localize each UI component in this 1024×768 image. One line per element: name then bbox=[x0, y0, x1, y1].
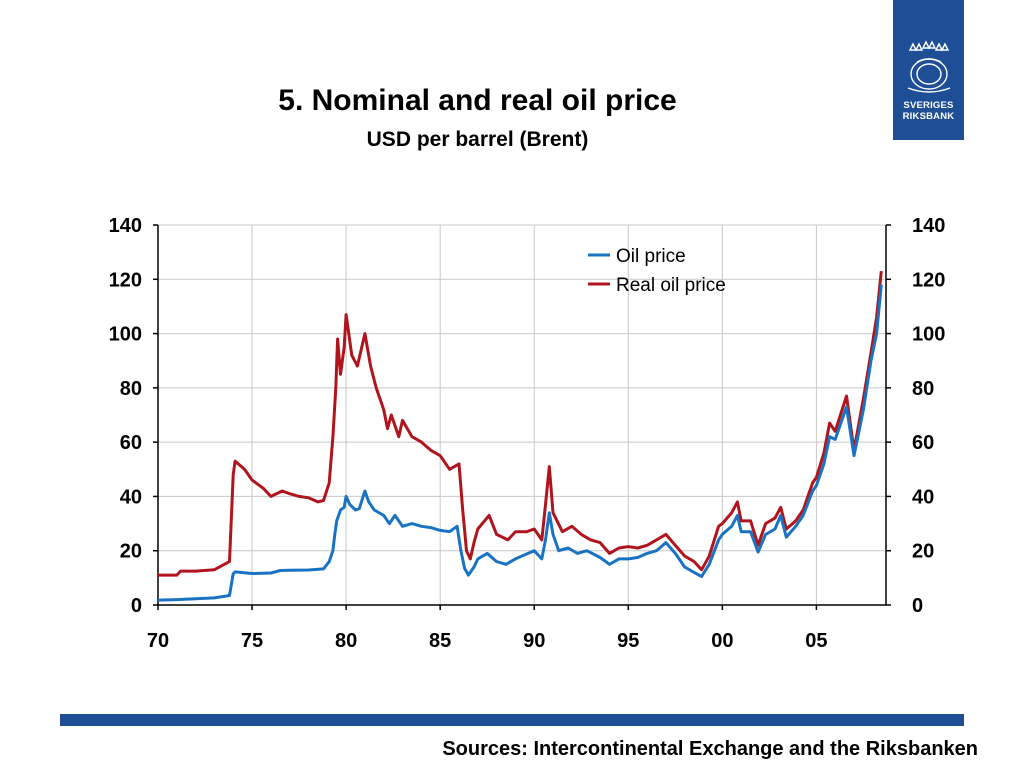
x-tick-label: 95 bbox=[617, 630, 639, 652]
y-tick-label-left: 20 bbox=[120, 541, 142, 563]
chart-subtitle: USD per barrel (Brent) bbox=[366, 128, 589, 151]
plot-frame bbox=[157, 224, 887, 606]
y-tick-label-left: 80 bbox=[120, 378, 142, 400]
y-tick-label-right: 140 bbox=[912, 215, 945, 237]
x-tick-label: 75 bbox=[241, 630, 263, 652]
y-tick-label-right: 40 bbox=[912, 486, 934, 508]
y-tick-label-right: 20 bbox=[912, 541, 934, 563]
y-tick-label-right: 0 bbox=[912, 595, 923, 617]
x-tick-label: 80 bbox=[335, 630, 357, 652]
y-tick-label-left: 100 bbox=[109, 324, 142, 346]
series-layer bbox=[157, 270, 883, 602]
logo-line-2: RIKSBANK bbox=[902, 111, 955, 122]
source-note: Sources: Intercontinental Exchange and t… bbox=[442, 738, 978, 760]
y-tick-label-left: 0 bbox=[131, 595, 142, 617]
crown-emblem-icon bbox=[907, 40, 950, 93]
y-tick-label-right: 120 bbox=[912, 269, 945, 291]
y-tick-label-right: 60 bbox=[912, 432, 934, 454]
chart-title: 5. Nominal and real oil price bbox=[278, 84, 677, 117]
legend: Oil price Real oil price bbox=[588, 246, 726, 296]
series-line-real-oil-price bbox=[158, 270, 883, 577]
y-tick-label-left: 60 bbox=[120, 432, 142, 454]
series-line-oil-price bbox=[157, 284, 883, 602]
logo-line-1: SVERIGES bbox=[903, 100, 954, 111]
x-tick-label: 05 bbox=[805, 630, 827, 652]
footer-bar bbox=[60, 714, 964, 726]
y-tick-label-right: 80 bbox=[912, 378, 934, 400]
y-tick-label-left: 140 bbox=[109, 215, 142, 237]
x-tick-label: 85 bbox=[429, 630, 451, 652]
riksbank-logo: SVERIGES RIKSBANK bbox=[893, 0, 964, 140]
x-tick-label: 00 bbox=[711, 630, 733, 652]
x-tick-label: 90 bbox=[523, 630, 545, 652]
legend-label: Real oil price bbox=[616, 275, 726, 296]
legend-label: Oil price bbox=[616, 246, 686, 267]
y-tick-label-left: 40 bbox=[120, 486, 142, 508]
x-tick-label: 70 bbox=[147, 630, 169, 652]
y-tick-label-right: 100 bbox=[912, 324, 945, 346]
grid-layer bbox=[157, 224, 887, 606]
y-tick-label-left: 120 bbox=[109, 269, 142, 291]
